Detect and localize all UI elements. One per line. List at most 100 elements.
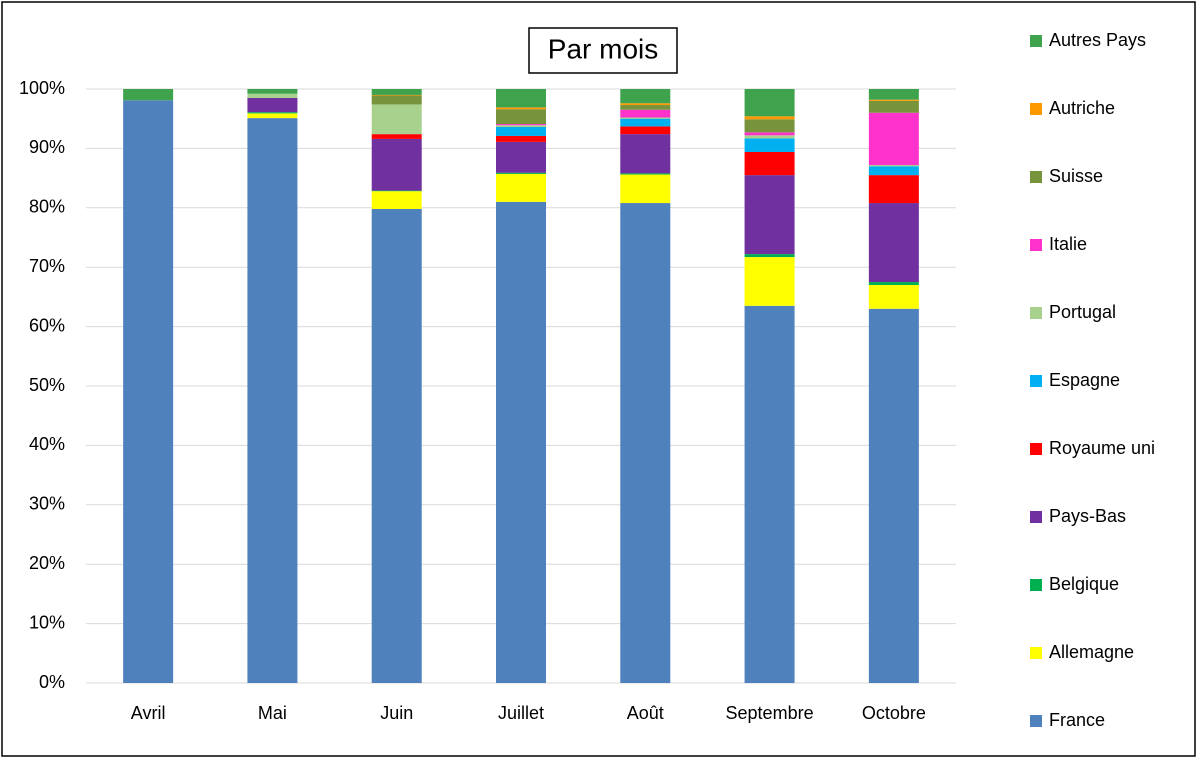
bar-segment: [620, 126, 671, 135]
bar-segment: [496, 125, 546, 128]
legend-label: Belgique: [1049, 574, 1119, 594]
bar-segment: [371, 134, 422, 139]
bar-segment: [744, 138, 795, 152]
x-tick-label: Mai: [258, 703, 287, 723]
legend-label: Allemagne: [1049, 642, 1134, 662]
legend-label: Autres Pays: [1049, 30, 1146, 50]
bar-segment: [496, 172, 546, 174]
bar-segment: [371, 191, 422, 209]
bar-segment: [496, 109, 546, 125]
bar-segment: [744, 151, 795, 176]
legend-label: France: [1049, 710, 1105, 730]
bar-segment: [620, 89, 671, 104]
legend-swatch: [1030, 647, 1042, 659]
bar-segment: [371, 138, 422, 191]
bar-segment: [620, 109, 671, 118]
bar-segment: [371, 208, 422, 683]
bar-segment: [620, 118, 671, 127]
title-box: [528, 27, 678, 74]
chart-title: Par mois: [548, 33, 658, 64]
bar-segment: [868, 166, 919, 176]
bar-segment: [744, 135, 795, 139]
x-tick-label: Avril: [131, 703, 166, 723]
bar-segment: [620, 203, 671, 683]
bar-segment: [744, 257, 795, 306]
bar-segment: [247, 97, 298, 113]
bar-segment: [868, 308, 919, 683]
legend-label: Pays-Bas: [1049, 506, 1126, 526]
y-tick-label: 60%: [29, 315, 65, 335]
bar-segment: [620, 174, 671, 204]
legend-swatch: [1030, 443, 1042, 455]
bar-segment: [247, 89, 298, 94]
bar-segment: [123, 100, 174, 683]
legend-swatch: [1030, 715, 1042, 727]
legend-swatch: [1030, 171, 1042, 183]
y-tick-label: 80%: [29, 197, 65, 217]
bar-segment: [620, 117, 671, 119]
y-tick-label: 40%: [29, 434, 65, 454]
bar-segment: [868, 165, 919, 167]
bar-segment: [496, 127, 546, 136]
legend-label: Suisse: [1049, 166, 1103, 186]
bar-segment: [868, 282, 919, 286]
bar-segment: [496, 141, 546, 173]
bar-segment: [247, 93, 298, 98]
bar-segment: [496, 201, 546, 684]
legend-label: Espagne: [1049, 370, 1120, 390]
legend-swatch: [1030, 511, 1042, 523]
bar-segment: [371, 190, 422, 192]
legend-swatch: [1030, 307, 1042, 319]
bar-segment: [123, 89, 174, 101]
legend-swatch: [1030, 375, 1042, 387]
bar-segment: [744, 119, 795, 133]
bar-segment: [620, 173, 671, 175]
bar-segment: [868, 99, 919, 101]
bar-segment: [868, 112, 919, 166]
x-tick-label: Juillet: [498, 703, 544, 723]
y-tick-label: 50%: [29, 375, 65, 395]
bar-segment: [744, 254, 795, 258]
y-tick-label: 30%: [29, 494, 65, 514]
bar-segment: [744, 305, 795, 683]
legend-swatch: [1030, 579, 1042, 591]
bar-segment: [744, 132, 795, 136]
y-tick-label: 10%: [29, 612, 65, 632]
bar-segment: [247, 113, 298, 119]
bar-segment: [496, 89, 546, 108]
bar-segment: [496, 173, 546, 202]
bar-segment: [371, 95, 422, 105]
bar-segment: [371, 89, 422, 95]
bar-segment: [744, 89, 795, 117]
bar-segment: [496, 135, 546, 142]
legend-label: Italie: [1049, 234, 1087, 254]
y-tick-label: 100%: [19, 78, 65, 98]
x-tick-label: Août: [627, 703, 664, 723]
x-tick-label: Juin: [380, 703, 413, 723]
bar-segment: [868, 175, 919, 204]
bar-segment: [371, 104, 422, 135]
legend-label: Royaume uni: [1049, 438, 1155, 458]
bar-segment: [620, 105, 671, 110]
bar-segment: [620, 134, 671, 174]
y-tick-label: 0%: [39, 672, 65, 692]
legend-swatch: [1030, 103, 1042, 115]
bar-segment: [247, 118, 298, 683]
bar-segment: [868, 89, 919, 100]
y-tick-label: 70%: [29, 256, 65, 276]
bar-segment: [496, 107, 546, 110]
x-tick-label: Octobre: [862, 703, 926, 723]
bar-segment: [247, 112, 298, 114]
y-tick-label: 20%: [29, 553, 65, 573]
y-tick-label: 90%: [29, 137, 65, 157]
bar-segment: [371, 94, 422, 96]
legend-label: Portugal: [1049, 302, 1116, 322]
bar-segment: [744, 116, 795, 120]
legend-swatch: [1030, 35, 1042, 47]
bar-segment: [868, 100, 919, 113]
legend-label: Autriche: [1049, 98, 1115, 118]
bar-segment: [868, 203, 919, 283]
legend-swatch: [1030, 239, 1042, 251]
